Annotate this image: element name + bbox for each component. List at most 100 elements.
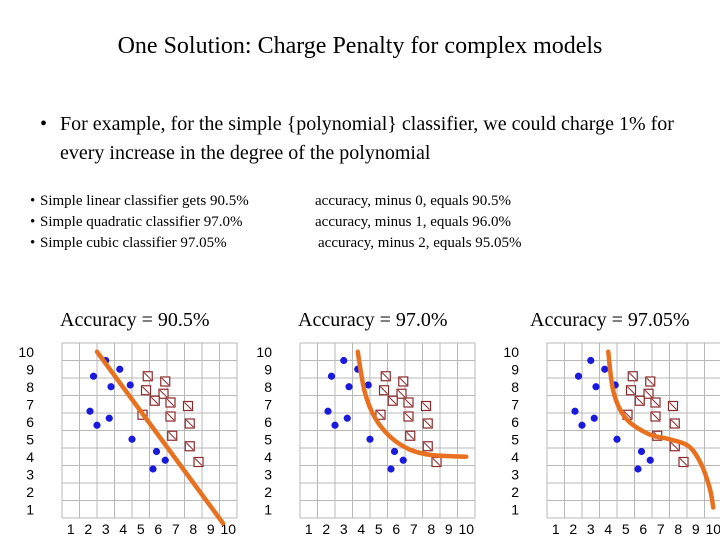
square-point-hatch <box>644 389 653 398</box>
square-point-hatch <box>423 419 432 428</box>
chart-title: Accuracy = 90.5% <box>60 309 210 331</box>
square-point-hatch <box>404 398 413 407</box>
y-tick-label: 6 <box>264 414 272 430</box>
square-point-hatch <box>159 389 168 398</box>
square-point-hatch <box>432 458 441 466</box>
y-tick-label: 6 <box>26 414 34 430</box>
circle-point <box>613 435 621 443</box>
chart-panel-quadratic: Accuracy = 97.0% 10 9 8 7 6 5 4 3 2 1 1 2 3 4 5 6 7 8 9 10 <box>256 300 488 540</box>
square-point-hatch <box>651 398 660 407</box>
x-tick-label: 1 <box>552 521 560 537</box>
y-tick-label: 3 <box>511 466 519 482</box>
x-tick-label: 4 <box>604 521 612 537</box>
x-tick-label: 10 <box>705 521 720 537</box>
x-tick-label: 3 <box>587 521 595 537</box>
decision-boundary <box>606 349 716 510</box>
circle-point <box>107 383 115 391</box>
y-tick-label: 3 <box>26 466 34 482</box>
bullet-glyph: • <box>40 113 48 135</box>
y-tick-label: 9 <box>26 361 34 377</box>
y-tick-label: 10 <box>503 344 519 360</box>
circle-point <box>345 383 353 391</box>
square-point-hatch <box>194 458 203 466</box>
circle-point <box>152 447 161 456</box>
y-tick-label: 6 <box>511 414 519 430</box>
x-tick-label: 2 <box>322 521 330 537</box>
x-tick-label: 1 <box>67 521 75 537</box>
square-point-hatch <box>670 419 679 428</box>
square-point-hatch <box>166 398 175 407</box>
chart-panel-linear: Accuracy = 90.5% 10 9 8 7 6 5 4 3 2 1 1 2 3 4 5 6 7 8 9 10 <box>18 300 250 540</box>
y-tick-label: 4 <box>26 449 34 465</box>
x-tick-label: 1 <box>305 521 313 537</box>
slide-title: One Solution: Charge Penalty for complex… <box>117 33 603 59</box>
x-tick-label: 5 <box>622 521 630 537</box>
square-point-hatch <box>150 396 159 405</box>
bullet-glyph: • <box>30 193 36 209</box>
circle-point <box>149 465 157 473</box>
example-result: accuracy, minus 0, equals 90.5% <box>315 193 512 209</box>
y-tick-label: 3 <box>264 466 272 482</box>
example-row: • Simple cubic classifier 97.05% accuracy… <box>30 235 522 256</box>
x-tick-label: 4 <box>119 521 127 537</box>
square-point-hatch <box>161 377 170 386</box>
circle-point <box>340 356 348 365</box>
x-tick-label: 7 <box>410 521 418 537</box>
circle-point <box>331 421 339 429</box>
square-point-hatch <box>635 396 644 405</box>
example-label: Simple quadratic classifier 97.0% <box>40 214 243 230</box>
x-tick-label: 8 <box>189 521 197 537</box>
square-point-hatch <box>679 458 688 466</box>
circle-point <box>161 456 169 464</box>
y-tick-label: 2 <box>26 484 34 500</box>
square-point-hatch <box>380 386 388 395</box>
examples-list: • Simple linear classifier gets 90.5% acc… <box>30 193 522 256</box>
y-axis-labels: 109 87 65 43 21 <box>256 344 272 518</box>
example-result: accuracy, minus 1, equals 96.0% <box>315 214 512 230</box>
y-tick-label: 7 <box>26 396 34 412</box>
circle-point <box>634 465 642 473</box>
example-row: • Simple linear classifier gets 90.5% acc… <box>30 193 511 214</box>
circle-point <box>93 421 101 429</box>
square-point-hatch <box>381 372 390 381</box>
circle-point <box>646 456 654 464</box>
circle-point <box>399 456 407 464</box>
bullet-glyph: • <box>30 214 36 230</box>
circle-point <box>387 465 395 473</box>
decision-boundary <box>94 349 226 526</box>
circle-point <box>116 365 124 373</box>
square-point-hatch <box>406 431 415 440</box>
grid <box>61 342 238 519</box>
square-point-hatch <box>399 377 408 386</box>
circle-point <box>571 407 579 415</box>
circle-point <box>364 381 372 389</box>
y-tick-label: 1 <box>511 501 519 517</box>
square-point-hatch <box>397 389 406 398</box>
square-point-hatch <box>376 410 385 419</box>
x-tick-label: 6 <box>154 521 162 537</box>
x-tick-label: 5 <box>137 521 145 537</box>
y-tick-label: 7 <box>511 396 519 412</box>
example-result: accuracy, minus 2, equals 95.05% <box>318 235 522 251</box>
y-tick-label: 8 <box>26 379 34 395</box>
x-tick-label: 9 <box>445 521 453 537</box>
decision-boundary <box>355 349 469 459</box>
circle-point <box>578 421 586 429</box>
y-tick-label: 8 <box>511 379 519 395</box>
x-tick-label: 6 <box>639 521 647 537</box>
x-tick-label: 4 <box>357 521 365 537</box>
bullet-glyph: • <box>30 235 36 251</box>
square-point-hatch <box>184 402 192 410</box>
square-point-hatch <box>168 431 177 440</box>
circle-point <box>86 407 94 415</box>
circle-point <box>126 381 134 389</box>
x-tick-label: 10 <box>458 521 474 537</box>
example-label: Simple linear classifier gets 90.5% <box>40 193 249 209</box>
y-tick-label: 10 <box>18 344 34 360</box>
x-tick-label: 9 <box>207 521 215 537</box>
square-point-hatch <box>404 412 413 421</box>
square-point-hatch <box>422 402 430 410</box>
square-point-hatch <box>628 372 637 381</box>
